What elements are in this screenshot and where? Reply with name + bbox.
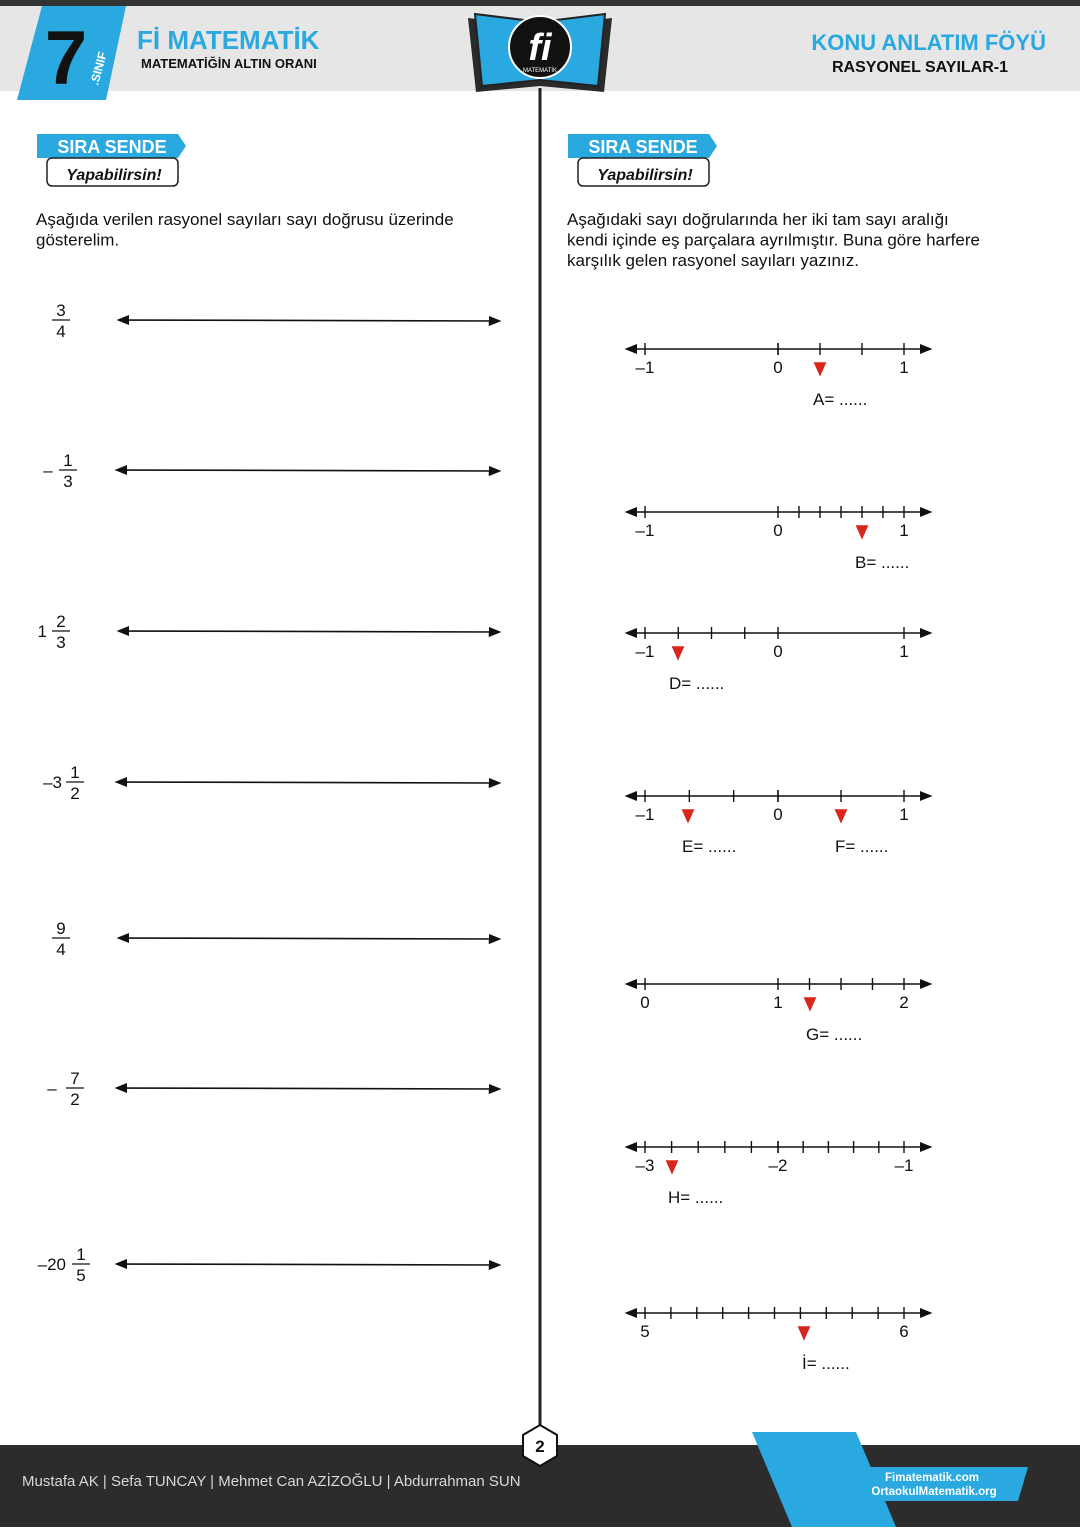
badge-bg: [37, 134, 186, 158]
tick-label: 1: [899, 358, 908, 377]
number-line: [114, 776, 502, 789]
doc-title: KONU ANLATIM FÖYÜ: [811, 30, 1046, 55]
tick-label: 6: [899, 1322, 908, 1341]
denominator: 5: [76, 1266, 85, 1285]
numerator: 1: [63, 451, 72, 470]
answer-blank: F= ......: [835, 837, 888, 856]
badge-bg: [568, 134, 717, 158]
number-line: [114, 464, 502, 477]
number-line: [116, 932, 502, 945]
sign: –: [47, 1079, 57, 1098]
denominator: 4: [56, 322, 65, 341]
numerator: 3: [56, 301, 65, 320]
tick-label: 0: [773, 358, 782, 377]
answer-blank: G= ......: [806, 1025, 862, 1044]
tick-label: 1: [899, 521, 908, 540]
numerator: 9: [56, 919, 65, 938]
sign: –: [43, 461, 53, 480]
answer-blank: A= ......: [813, 390, 867, 409]
brand: Fİ MATEMATİK: [137, 25, 320, 55]
tick-label: 5: [640, 1322, 649, 1341]
instruction-line: karşılık gelen rasyonel sayıları yazınız…: [567, 251, 859, 270]
tick-label: 0: [773, 521, 782, 540]
numerator: 1: [70, 763, 79, 782]
badge-sub: Yapabilirsin!: [66, 167, 162, 184]
denominator: 3: [56, 633, 65, 652]
tick-label: 0: [773, 642, 782, 661]
numerator: 1: [76, 1245, 85, 1264]
answer-blank: B= ......: [855, 553, 909, 572]
answer-blank: İ= ......: [802, 1354, 850, 1373]
tick-label: 1: [899, 642, 908, 661]
tick-label: –1: [636, 521, 655, 540]
whole-part: –3: [43, 773, 62, 792]
instruction-line: Aşağıda verilen rasyonel sayıları sayı d…: [36, 210, 454, 229]
number-line: [114, 1082, 502, 1095]
logo-sub: MATEMATİK: [523, 67, 557, 74]
instruction-line: Aşağıdaki sayı doğrularında her iki tam …: [567, 210, 949, 229]
numerator: 2: [56, 612, 65, 631]
answer-blank: H= ......: [668, 1188, 723, 1207]
answer-blank: E= ......: [682, 837, 736, 856]
grade: 7: [45, 16, 87, 101]
tick-label: 2: [899, 993, 908, 1012]
page-badge: [522, 1423, 558, 1468]
top-bar: [0, 0, 1080, 6]
denominator: 2: [70, 784, 79, 803]
slogan: MATEMATİĞİN ALTIN ORANI: [141, 56, 317, 71]
instruction-line: kendi içinde eş parçalara ayrılmıştır. B…: [567, 231, 980, 250]
badge-box: [46, 157, 179, 187]
right-badge: SIRA SENDE Yapabilirsin!: [568, 134, 717, 187]
whole-part: 1: [38, 622, 47, 641]
tick-label: 1: [773, 993, 782, 1012]
tick-label: 0: [773, 805, 782, 824]
tick-label: 0: [640, 993, 649, 1012]
numerator: 7: [70, 1069, 79, 1088]
tick-label: 1: [899, 805, 908, 824]
tick-label: –2: [769, 1156, 788, 1175]
whole-part: –20: [38, 1255, 66, 1274]
badge-title: SIRA SENDE: [588, 137, 697, 157]
tick-label: –3: [636, 1156, 655, 1175]
footer-site-banner: [856, 1467, 1028, 1501]
denominator: 2: [70, 1090, 79, 1109]
badge-box: [577, 157, 710, 187]
site: OrtaokulMatematik.org: [871, 1486, 996, 1498]
doc-subtitle: RASYONEL SAYILAR-1: [832, 59, 1008, 76]
tick-label: –1: [636, 642, 655, 661]
footer-accent: [752, 1432, 896, 1527]
denominator: 4: [56, 940, 65, 959]
left-badge: SIRA SENDE Yapabilirsin!: [37, 134, 186, 187]
badge-sub: Yapabilirsin!: [597, 167, 693, 184]
answer-blank: D= ......: [669, 674, 724, 693]
logo-circle: [508, 15, 572, 79]
number-line: [116, 314, 502, 327]
page-number: 2: [535, 1437, 544, 1456]
tick-label: –1: [636, 805, 655, 824]
number-line: [116, 625, 502, 638]
tick-label: –1: [636, 358, 655, 377]
denominator: 3: [63, 472, 72, 491]
number-line: [114, 1258, 502, 1271]
badge-title: SIRA SENDE: [57, 137, 166, 157]
authors: Mustafa AK | Sefa TUNCAY | Mehmet Can AZ…: [22, 1472, 521, 1490]
logo-text: fi: [528, 27, 553, 69]
tick-label: –1: [895, 1156, 914, 1175]
site: Fimatematik.com: [885, 1472, 979, 1484]
grade-badge: [17, 6, 126, 100]
instruction-line: gösterelim.: [36, 231, 119, 250]
